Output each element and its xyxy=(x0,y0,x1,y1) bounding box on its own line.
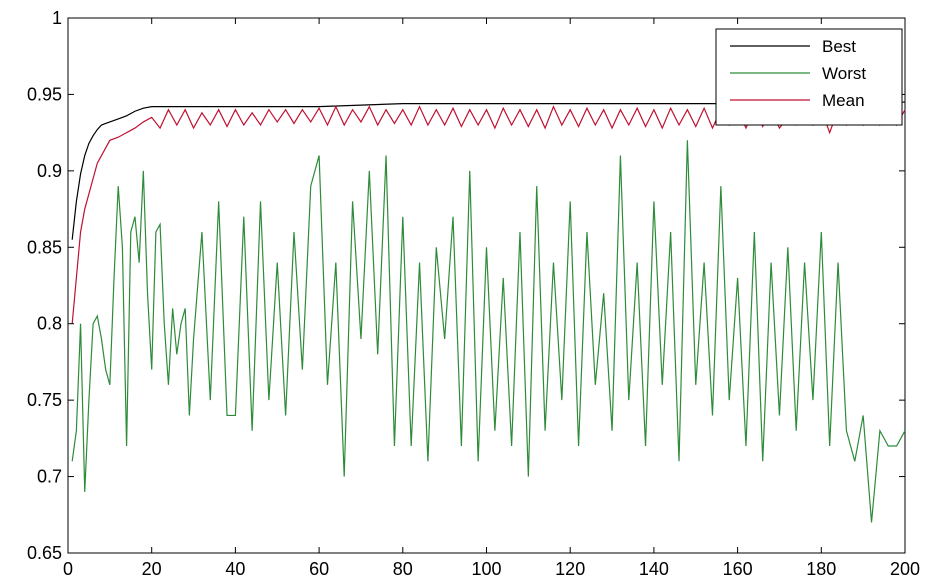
legend-label-worst: Worst xyxy=(822,64,866,83)
tick-layer: 0 20 40 60 80 100 120 140 160 180 200 0.65 0.7 0.75 0.… xyxy=(27,8,920,579)
y-tick-label: 0.7 xyxy=(37,467,62,487)
y-tick-label: 0.8 xyxy=(37,314,62,334)
y-tick-label: 0.65 xyxy=(27,543,62,563)
legend-label-mean: Mean xyxy=(822,91,865,110)
y-tick-label: 1 xyxy=(52,8,62,28)
x-tick-label: 160 xyxy=(723,559,753,579)
y-tick-label: 0.75 xyxy=(27,390,62,410)
x-tick-label: 180 xyxy=(806,559,836,579)
y-tick-label: 0.85 xyxy=(27,237,62,257)
legend: Best Worst Mean xyxy=(715,28,903,126)
x-tick-label: 140 xyxy=(639,559,669,579)
x-tick-label: 100 xyxy=(471,559,501,579)
x-tick-label: 120 xyxy=(555,559,585,579)
x-tick-label: 20 xyxy=(142,559,162,579)
y-tick-label: 0.95 xyxy=(27,84,62,104)
x-tick-label: 0 xyxy=(63,559,73,579)
x-tick-label: 60 xyxy=(309,559,329,579)
series-line-best xyxy=(71,101,906,240)
legend-label-best: Best xyxy=(822,37,856,56)
y-tick-label: 0.9 xyxy=(37,161,62,181)
legend-box xyxy=(715,28,903,126)
series-line-worst xyxy=(71,140,906,523)
x-tick-label: 200 xyxy=(890,559,920,579)
x-tick-label: 40 xyxy=(225,559,245,579)
x-tick-label: 80 xyxy=(393,559,413,579)
